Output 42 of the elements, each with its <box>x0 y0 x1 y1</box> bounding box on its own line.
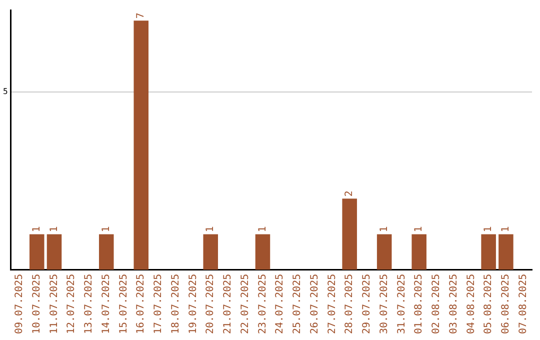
x-tick-label: 16.07.2025 <box>136 274 147 334</box>
x-tick-label: 22.07.2025 <box>240 274 251 334</box>
x-tick-label: 12.07.2025 <box>66 274 78 334</box>
x-tick-label: 27.07.2025 <box>326 274 338 334</box>
x-tick-label: 24.07.2025 <box>274 274 286 334</box>
data-label: 1 <box>483 226 494 232</box>
x-tick-label: 28.07.2025 <box>344 274 356 334</box>
data-label: 1 <box>500 226 512 232</box>
x-tick-label: 07.08.2025 <box>518 274 529 334</box>
data-label: 2 <box>344 190 356 197</box>
x-tick-label: 31.07.2025 <box>396 274 408 334</box>
data-label: 1 <box>31 226 42 232</box>
x-tick-label: 30.07.2025 <box>378 274 390 334</box>
data-label: 1 <box>100 226 112 232</box>
x-tick-label: 19.07.2025 <box>188 274 199 334</box>
data-label: 1 <box>205 226 216 232</box>
x-tick-label: 04.08.2025 <box>466 274 477 334</box>
data-label: 1 <box>257 226 268 232</box>
data-label: 7 <box>136 12 147 19</box>
x-tick-label: 06.08.2025 <box>500 274 512 334</box>
x-tick-label: 05.08.2025 <box>483 274 494 334</box>
x-tick-label: 20.07.2025 <box>205 274 216 334</box>
data-label: 1 <box>414 226 425 232</box>
x-tick-label: 18.07.2025 <box>170 274 182 334</box>
x-tick-label: 01.08.2025 <box>414 274 425 334</box>
x-tick-label: 02.08.2025 <box>431 274 442 334</box>
x-tick-label: 09.07.2025 <box>14 274 26 334</box>
x-tick-label: 21.07.2025 <box>222 274 234 334</box>
y-tick-label: 5 <box>2 86 8 96</box>
x-tick-label: 29.07.2025 <box>362 274 373 334</box>
x-tick-label: 10.07.2025 <box>31 274 42 334</box>
data-label: 1 <box>48 226 60 232</box>
x-tick-label: 14.07.2025 <box>100 274 112 334</box>
x-tick-label: 11.07.2025 <box>48 274 60 334</box>
x-tick-label: 25.07.2025 <box>292 274 304 334</box>
x-tick-label: 26.07.2025 <box>309 274 320 334</box>
x-tick-label: 03.08.2025 <box>448 274 460 334</box>
x-tick-label: 23.07.2025 <box>257 274 268 334</box>
x-tick-label: 13.07.2025 <box>84 274 95 334</box>
x-tick-label: 15.07.2025 <box>118 274 130 334</box>
x-tick-label: 17.07.2025 <box>153 274 164 334</box>
data-label: 1 <box>378 226 390 232</box>
